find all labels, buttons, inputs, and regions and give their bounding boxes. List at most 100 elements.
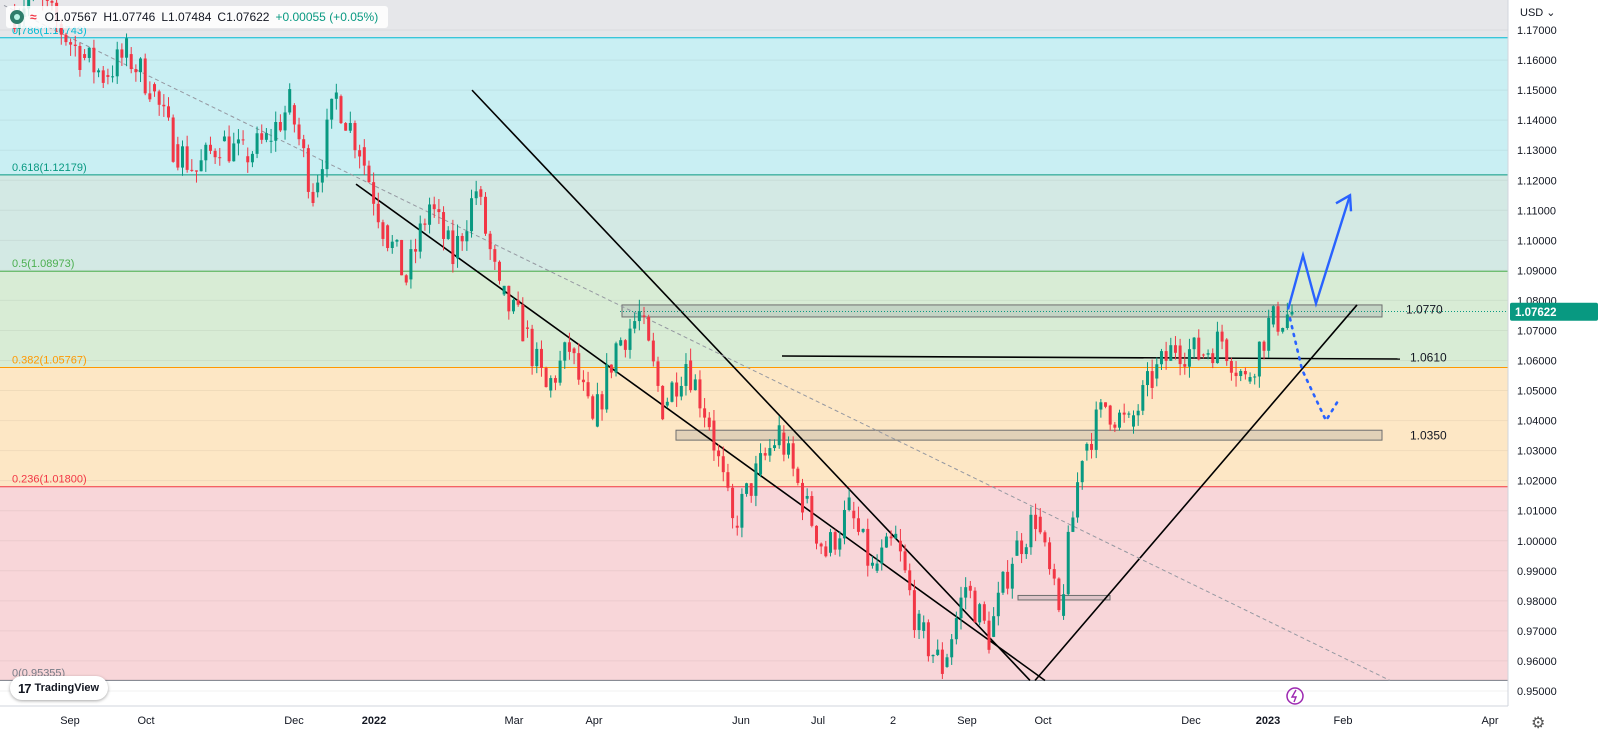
candle-body [763, 453, 767, 456]
candle-body [367, 165, 371, 183]
candle-body [460, 235, 464, 242]
candle [549, 375, 553, 398]
candle [381, 219, 385, 247]
candle-body [470, 198, 474, 232]
candle [260, 124, 264, 144]
candle-body [236, 139, 240, 144]
tradingview-logo[interactable]: 17 TradingView [10, 676, 108, 700]
candle-body [912, 590, 916, 631]
candle [884, 532, 888, 548]
candle-body [376, 203, 380, 223]
candle-body [302, 139, 306, 149]
candle [572, 347, 576, 365]
candle-body [959, 597, 963, 619]
candle-body [106, 75, 110, 77]
candle [311, 183, 315, 207]
candle [1285, 302, 1289, 330]
candle-body [1043, 532, 1047, 543]
candle-body [936, 649, 940, 655]
currency-selector[interactable]: USD ⌄ [1520, 6, 1556, 19]
candle-body [814, 525, 818, 544]
candle [344, 122, 348, 131]
candle-body [1262, 341, 1266, 351]
candle [372, 172, 376, 216]
candle [1104, 402, 1108, 409]
candle [712, 410, 716, 461]
candle-body [1197, 337, 1201, 360]
candle [1150, 359, 1154, 400]
candle-body [563, 342, 567, 361]
candle [274, 111, 278, 152]
candle [157, 89, 161, 116]
candle-body [1145, 371, 1149, 386]
candle [1192, 336, 1196, 359]
candle-body [502, 285, 506, 295]
candle [330, 98, 334, 129]
candle-body [255, 133, 259, 154]
symbol-icon[interactable] [10, 10, 24, 24]
candle [208, 136, 212, 155]
candle [600, 391, 604, 421]
candle [539, 340, 543, 377]
candle-body [386, 225, 390, 249]
zone-1.0350 [675, 429, 1383, 441]
candle-body [745, 483, 749, 494]
candle-body [647, 316, 651, 341]
candle-body [1211, 353, 1215, 364]
candle-body [1094, 409, 1098, 450]
candle [246, 147, 250, 173]
candle [940, 642, 944, 680]
candle [880, 539, 884, 571]
candle-body [1080, 461, 1084, 483]
candle-body [539, 348, 543, 368]
candle-body [884, 536, 888, 548]
level-label-1.0770: 1.0770 [1406, 302, 1443, 316]
y-tick-label: 1.05000 [1517, 386, 1557, 398]
candle-body [1267, 317, 1271, 351]
candle [642, 306, 646, 325]
candle-body [1159, 351, 1163, 365]
candle [1253, 373, 1257, 385]
candle [362, 139, 366, 175]
candle [484, 192, 488, 236]
candle [64, 32, 68, 46]
brand-label: TradingView [34, 682, 100, 694]
candle-body [922, 622, 926, 631]
candle [153, 82, 157, 97]
candle [917, 610, 921, 640]
candle-body [889, 536, 893, 539]
candle-body [796, 468, 800, 483]
ohlc-change: +0.00055 (+0.05%) [275, 10, 379, 24]
ohlc-low: L1.07484 [161, 10, 212, 24]
candle [502, 285, 506, 297]
candle [553, 375, 557, 391]
candle [1127, 411, 1131, 418]
y-tick-label: 1.04000 [1517, 416, 1557, 428]
candle [1108, 404, 1112, 431]
candle [665, 397, 669, 408]
candle [740, 488, 744, 538]
candle [810, 491, 814, 528]
gear-icon[interactable]: ⚙ [1531, 715, 1546, 732]
candle-body [950, 639, 954, 658]
ohlc-close: C1.07622 [217, 10, 270, 24]
candle-body [1006, 571, 1010, 589]
candle-body [180, 146, 184, 168]
candle-body [1118, 412, 1122, 428]
candle-body [973, 590, 977, 623]
candle [693, 374, 697, 391]
candle [1234, 361, 1238, 387]
candle-body [348, 122, 352, 131]
candle [717, 444, 721, 467]
candle [628, 318, 632, 359]
candle-body [404, 275, 408, 283]
candle-body [903, 551, 907, 571]
candle-body [423, 223, 427, 225]
candle [1071, 511, 1075, 533]
candle-body [325, 119, 329, 170]
fib-band-3 [0, 367, 1508, 487]
candle-body [1234, 372, 1238, 377]
candle-body [330, 98, 334, 120]
